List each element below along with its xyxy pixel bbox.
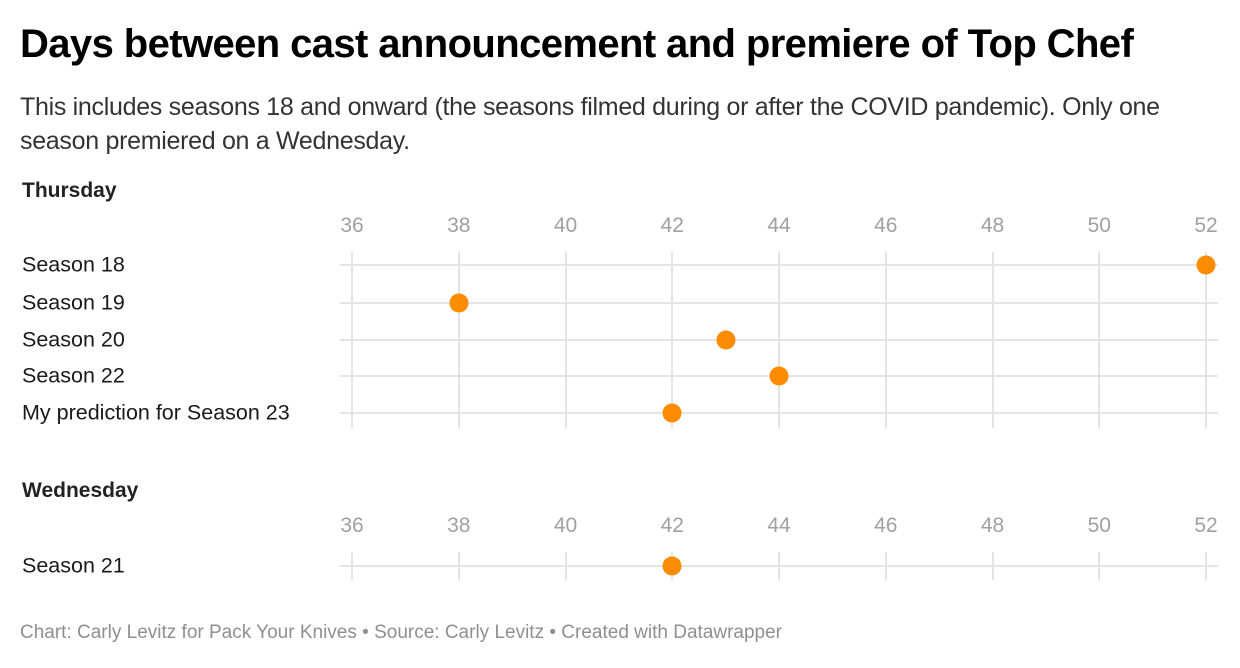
row-gridline [340,264,1218,266]
x-tick-label: 40 [553,514,578,537]
row-label: Season 19 [22,290,125,315]
row-gridline [340,339,1218,341]
row-label: Season 22 [22,363,125,388]
x-tick-label: 50 [1087,214,1111,237]
panel-title-wednesday: Wednesday [22,479,139,502]
x-tick-label: 42 [660,214,684,237]
x-tick-label: 38 [447,514,471,537]
x-tick-label: 52 [1194,214,1218,237]
row-gridline [340,412,1218,414]
x-tick-label: 50 [1087,514,1111,537]
x-tick-label: 42 [660,514,684,537]
row-label: Season 21 [22,553,125,578]
x-tick-label: 48 [980,214,1005,237]
row-label: Season 18 [22,252,125,277]
x-tick-label: 36 [340,514,364,537]
row-label: Season 20 [22,327,125,352]
x-tick-label: 44 [767,214,791,237]
chart-footer: Chart: Carly Levitz for Pack Your Knives… [20,622,783,643]
data-point-dot[interactable] [449,293,469,313]
x-tick-label: 52 [1194,514,1218,537]
x-tick-label: 44 [767,514,791,537]
data-point-dot[interactable] [716,330,736,350]
x-tick-label: 46 [874,514,898,537]
chart-description: This includes seasons 18 and onward (the… [20,93,1160,155]
panel-title-thursday: Thursday [22,179,117,202]
data-point-dot[interactable] [1196,255,1216,275]
data-point-dot[interactable] [662,403,682,423]
x-tick-label: 38 [447,214,471,237]
x-tick-label: 36 [340,214,364,237]
row-gridline [340,302,1218,304]
data-point-dot[interactable] [769,366,789,386]
x-tick-label: 46 [874,214,898,237]
x-tick-label: 40 [553,214,578,237]
chart-title: Days between cast announcement and premi… [20,22,1134,66]
row-label: My prediction for Season 23 [22,400,290,425]
data-point-dot[interactable] [662,556,682,576]
row-gridline [340,565,1218,567]
x-tick-label: 48 [980,514,1005,537]
